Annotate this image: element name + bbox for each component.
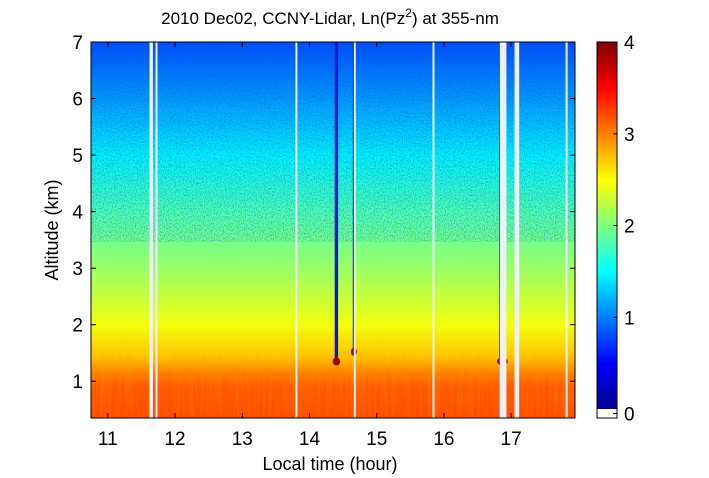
data-gap-1 — [149, 42, 153, 418]
colorbar-tick-label-3: 3 — [624, 125, 635, 146]
y-tick-label-7: 7 — [72, 33, 83, 54]
x-tick-label-11: 11 — [98, 429, 118, 450]
y-axis-label: Altitude (km) — [42, 179, 62, 280]
x-tick-label-14: 14 — [299, 429, 321, 450]
data-gap-5 — [432, 42, 435, 418]
x-tick-label-13: 13 — [232, 429, 253, 450]
y-tick-label-4: 4 — [72, 203, 83, 224]
data-gap-6 — [499, 42, 507, 418]
x-axis-label: Local time (hour) — [262, 454, 397, 474]
data-gap-7 — [514, 42, 520, 418]
colorbar-tick-label-4: 4 — [624, 33, 635, 54]
cloud-column-1 — [334, 42, 339, 362]
y-tick-label-5: 5 — [72, 146, 83, 167]
colorbar-tick-label-0: 0 — [624, 405, 635, 426]
x-tick-label-17: 17 — [501, 429, 522, 450]
colorbar-frame — [596, 41, 618, 419]
colorbar-zero-segment — [597, 409, 617, 418]
data-gap-4 — [353, 42, 356, 418]
chart-title: 2010 Dec02, CCNY-Lidar, Ln(Pz2) at 355-n… — [161, 6, 499, 28]
data-gap-2 — [155, 42, 158, 418]
data-gap-3 — [295, 42, 298, 418]
data-gap-8 — [565, 42, 568, 418]
cloud-base-1 — [332, 357, 341, 366]
colorbar-tick-label-2: 2 — [624, 217, 635, 238]
plot-frame — [90, 41, 576, 419]
y-tick-label-1: 1 — [72, 372, 83, 393]
x-tick-label-16: 16 — [433, 429, 454, 450]
y-tick-label-6: 6 — [72, 90, 83, 111]
colorbar-tick-label-1: 1 — [624, 308, 635, 329]
x-tick-label-12: 12 — [164, 429, 185, 450]
y-tick-label-3: 3 — [72, 259, 83, 280]
x-tick-label-15: 15 — [366, 429, 387, 450]
colorbar-gradient — [597, 42, 617, 409]
boundary-layer-texture — [91, 355, 575, 418]
heatmap-noise-top — [91, 42, 575, 242]
y-tick-label-2: 2 — [72, 316, 83, 337]
